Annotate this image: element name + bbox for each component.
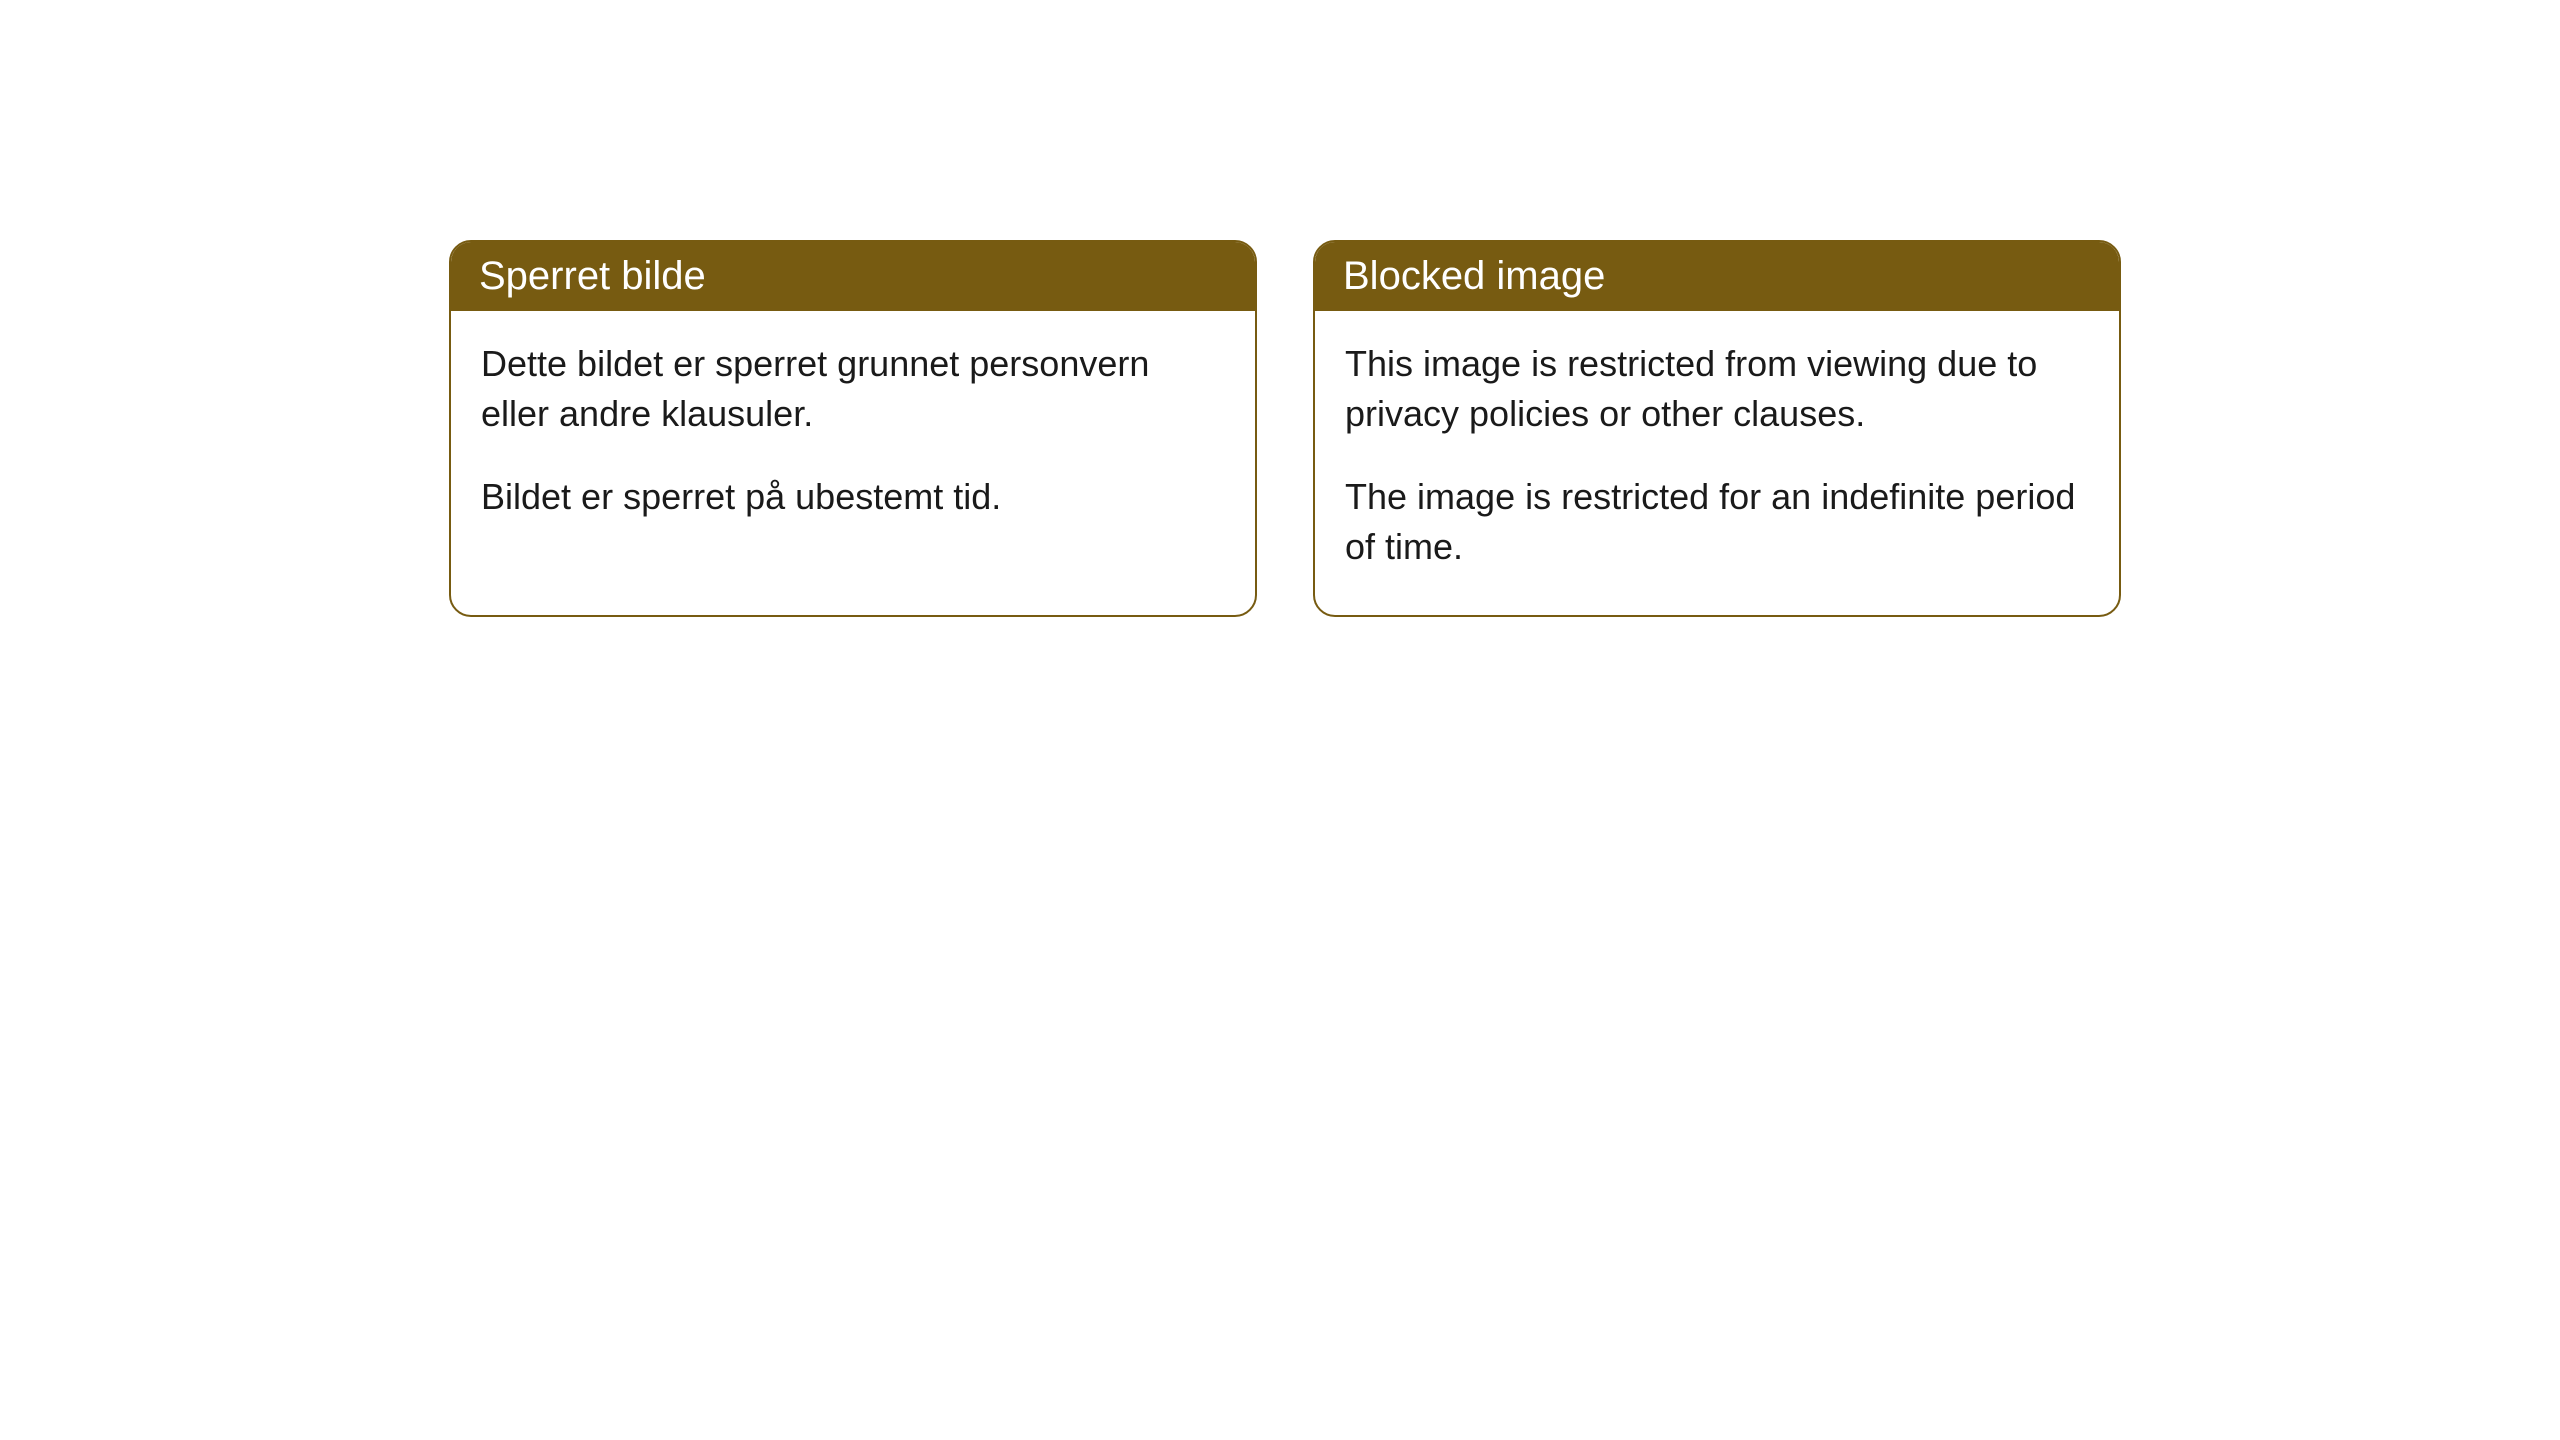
- blocked-image-card-english: Blocked image This image is restricted f…: [1313, 240, 2121, 617]
- card-header-english: Blocked image: [1315, 242, 2119, 311]
- card-paragraph-2-english: The image is restricted for an indefinit…: [1345, 472, 2089, 573]
- card-paragraph-1-english: This image is restricted from viewing du…: [1345, 339, 2089, 440]
- card-body-norwegian: Dette bildet er sperret grunnet personve…: [451, 311, 1255, 564]
- card-body-english: This image is restricted from viewing du…: [1315, 311, 2119, 615]
- card-paragraph-1-norwegian: Dette bildet er sperret grunnet personve…: [481, 339, 1225, 440]
- cards-container: Sperret bilde Dette bildet er sperret gr…: [0, 0, 2560, 617]
- card-header-norwegian: Sperret bilde: [451, 242, 1255, 311]
- card-paragraph-2-norwegian: Bildet er sperret på ubestemt tid.: [481, 472, 1225, 522]
- blocked-image-card-norwegian: Sperret bilde Dette bildet er sperret gr…: [449, 240, 1257, 617]
